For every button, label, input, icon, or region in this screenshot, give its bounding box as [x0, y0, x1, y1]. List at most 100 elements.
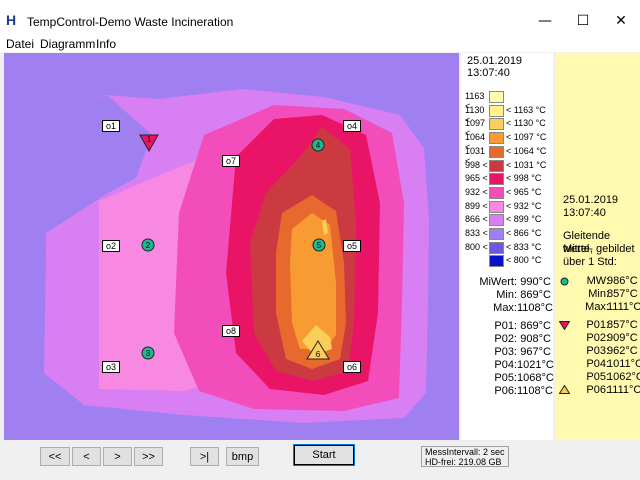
minimize-button[interactable]: —	[538, 13, 552, 29]
scale-upper-threshold: < 932 °C	[506, 201, 542, 211]
scale-color-swatch	[489, 255, 504, 267]
scale-upper-threshold: < 1130 °C	[506, 118, 546, 128]
point-reading-label: P03:	[494, 346, 517, 358]
scale-upper-threshold: < 1163 °C	[506, 105, 546, 115]
legend-date: 25.01.2019	[467, 55, 523, 67]
scale-upper-threshold: < 965 °C	[506, 187, 542, 197]
scale-lower-threshold: 998 <	[465, 160, 488, 170]
scale-upper-threshold: < 833 °C	[506, 242, 542, 252]
point-label-o7: o7	[222, 155, 241, 167]
rolling-point-label: P02:	[586, 332, 609, 344]
stat-value: 1108°C	[517, 302, 553, 314]
scale-color-swatch	[489, 187, 504, 199]
scale-color-swatch	[489, 214, 504, 226]
maximize-button[interactable]: ☐	[576, 13, 590, 29]
point-label-o1: o1	[102, 120, 121, 132]
rolling-point-label: P05:	[586, 371, 609, 383]
previous-frame-button[interactable]: <	[72, 447, 101, 466]
point-reading-label: P05:	[494, 372, 517, 384]
scale-color-swatch	[489, 173, 504, 185]
marker-p4-circle	[311, 138, 325, 152]
point-reading-label: P01:	[494, 320, 517, 332]
stat-label: Max:	[493, 302, 517, 314]
status-box: MessIntervall: 2 sec HD-frei: 219.08 GB	[421, 446, 509, 467]
title-bar: H TempControl-Demo Waste Incineration — …	[0, 0, 640, 34]
stat-value: 990°C	[520, 276, 551, 288]
point-label-o4: o4	[343, 120, 362, 132]
triangle-down-marker-icon	[559, 321, 570, 330]
stat-value: 869°C	[520, 289, 551, 301]
menu-info[interactable]: Info	[96, 37, 117, 51]
scale-lower-threshold: 932 <	[465, 187, 488, 197]
marker-number: 5	[317, 241, 322, 250]
contour-layers: 1 2 3 4 5 6	[44, 89, 429, 423]
scale-lower-threshold: 1064 <	[465, 132, 486, 152]
start-button[interactable]: Start	[293, 444, 355, 466]
scale-upper-threshold: < 800 °C	[506, 255, 542, 265]
marker-number: 2	[146, 241, 151, 250]
point-reading-value: 1108°C	[517, 385, 553, 397]
temperature-map: 1 2 3 4 5 6 o1 o2 o3 o4 o5 o6 o7 o8	[4, 53, 459, 440]
rolling-point-value: 962°C	[607, 345, 638, 357]
scale-lower-threshold: 965 <	[465, 173, 488, 183]
point-reading-label: P02:	[494, 333, 517, 345]
jump-end-button[interactable]: >|	[190, 447, 219, 466]
rolling-point-label: P06:	[586, 384, 609, 396]
rolling-time: 13:07:40	[563, 207, 606, 219]
scale-upper-threshold: < 998 °C	[506, 173, 542, 183]
rolling-stat-label: MW:	[586, 275, 609, 287]
rolling-point-value: 1011°C	[607, 358, 640, 370]
marker-p3-circle	[141, 346, 155, 360]
marker-p5-circle	[312, 238, 326, 252]
scale-lower-threshold: 1130 <	[465, 105, 485, 125]
scale-upper-threshold: < 899 °C	[506, 214, 542, 224]
window-title: TempControl-Demo Waste Incineration	[27, 15, 234, 29]
scale-lower-threshold: 833 <	[465, 228, 488, 238]
rolling-point-value: 1111°C	[607, 384, 640, 396]
rolling-stat-value: 857°C	[607, 288, 638, 300]
close-button[interactable]: ✕	[615, 13, 627, 29]
rolling-desc-line: werte, gebildet	[563, 243, 635, 255]
point-reading-value: 908°C	[520, 333, 551, 345]
first-frame-button[interactable]: <<	[40, 447, 70, 466]
menu-bar: Datei Diagramm Info	[0, 34, 640, 52]
scale-lower-threshold: 866 <	[465, 214, 488, 224]
menu-datei[interactable]: Datei	[6, 37, 35, 51]
scale-lower-threshold: 1163 <	[465, 91, 485, 111]
point-reading-value: 967°C	[520, 346, 551, 358]
rolling-stat-value: 1111°C	[607, 301, 640, 313]
app-icon: H	[6, 12, 17, 28]
measure-interval: MessIntervall: 2 sec	[425, 447, 505, 457]
rolling-desc-line: über 1 Std:	[563, 256, 617, 268]
rolling-point-label: P01:	[586, 319, 609, 331]
rolling-average-panel: 25.01.2019 13:07:40 Gleitende Mittel- we…	[555, 53, 640, 440]
point-reading-label: P04:	[494, 359, 517, 371]
rolling-stat-label: Max:	[585, 301, 609, 313]
scale-color-swatch	[489, 91, 504, 103]
marker-number: 4	[316, 141, 321, 150]
scale-color-swatch	[489, 201, 504, 213]
rolling-point-value: 857°C	[607, 319, 638, 331]
point-reading-value: 1068°C	[517, 372, 554, 384]
save-bmp-button[interactable]: bmp	[226, 447, 259, 466]
last-frame-button[interactable]: >>	[134, 447, 163, 466]
disk-free: HD-frei: 219.08 GB	[425, 457, 502, 467]
marker-number: 3	[146, 349, 151, 358]
point-label-o3: o3	[102, 361, 121, 373]
marker-number: 1	[147, 135, 152, 144]
legend-panel: 25.01.2019 13:07:40 1163 <1130 < < 1163 °…	[461, 53, 554, 440]
scale-upper-threshold: < 1031 °C	[506, 160, 547, 170]
menu-diagramm[interactable]: Diagramm	[40, 37, 96, 51]
marker-p2-circle	[141, 238, 155, 252]
rolling-point-label: P03:	[586, 345, 609, 357]
next-frame-button[interactable]: >	[103, 447, 132, 466]
rolling-stat-value: 986°C	[607, 275, 638, 287]
scale-upper-threshold: < 1097 °C	[506, 132, 547, 142]
point-reading-label: P06:	[494, 385, 517, 397]
marker-number: 6	[316, 350, 321, 359]
point-label-o2: o2	[102, 240, 121, 252]
scale-lower-threshold: 899 <	[465, 201, 488, 211]
legend-time: 13:07:40	[467, 67, 510, 79]
circle-marker-icon	[560, 277, 569, 286]
scale-color-swatch	[489, 160, 504, 172]
